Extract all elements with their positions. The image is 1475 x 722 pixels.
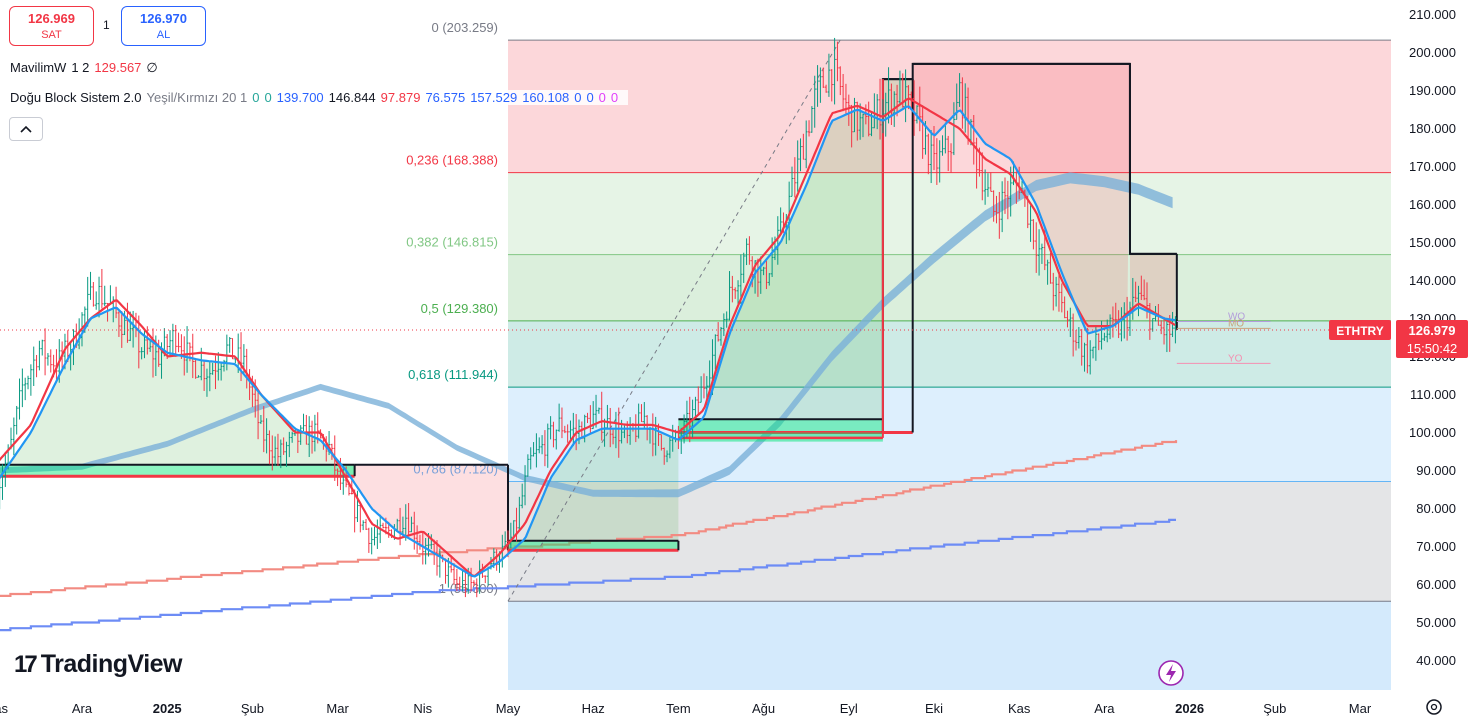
indicator-value-2: 139.700 [276,90,324,105]
indicator-value-7: 160.108 [522,90,570,105]
indicator-name: Doğu Block Sistem 2.0 [10,90,142,105]
block-fill-6 [1129,253,1177,320]
step-channel-1 [0,518,1176,632]
fib-level-label: 0 (203.259) [432,20,499,35]
chevron-up-icon [20,125,32,133]
indicator-value-1: 0 [264,90,272,105]
indicator-value-3: 146.844 [328,90,376,105]
marker-mo: MO [1228,318,1244,329]
block-band-2 [508,540,679,551]
indicator-value-4: 97.879 [380,90,421,105]
symbol-tag [1329,319,1391,340]
x-tick-label: Eki [925,701,943,716]
indicator-value-0: 0 [252,90,260,105]
y-tick-label: 170.000 [1409,159,1456,174]
x-tick-label: Tem [666,701,691,716]
block-fill-1 [354,464,508,577]
indicator-value-8: 0 [574,90,582,105]
indicator-value-9: 0 [586,90,594,105]
buy-button[interactable]: 126.970 AL [121,6,206,46]
x-tick-label: Mar [326,701,349,716]
sell-button[interactable]: 126.969 SAT [9,6,94,46]
indicator-value-10: 0 [598,90,606,105]
block-fill-5 [912,63,1130,333]
y-tick-label: 100.000 [1409,425,1456,440]
sell-label: SAT [41,29,62,41]
x-tick-label: Ara [72,701,93,716]
fib-level-label: 0,382 (146.815) [406,235,498,250]
x-tick-label: Nis [413,701,432,716]
fib-zone-0 [508,40,1391,173]
step-channel-0 [0,440,1178,597]
y-tick-label: 40.000 [1416,653,1456,668]
last-price-label: 126.979 [1409,323,1456,338]
y-tick-label: 200.000 [1409,45,1456,60]
fib-zone-3 [508,320,1391,388]
time-axis[interactable]: Kas Ara 2025 Şub Mar Nis May Haz Tem Ağu Eyl Eki Kas… [0,690,1475,722]
x-tick-label: Eyl [840,701,858,716]
indicator-params: 1 2 [71,60,90,75]
mavilimw-line [0,105,1176,578]
legend-mavilimw[interactable]: MavilimW 1 2 129.567 ∅ [10,60,163,76]
y-tick-label: 110.000 [1410,387,1456,402]
x-tick-label: Kas [1008,701,1031,716]
y-tick-label: 90.000 [1416,463,1456,478]
block-fill-0 [0,307,355,484]
y-tick-label: 180.000 [1409,121,1456,136]
lightning-icon[interactable] [1158,660,1184,686]
fib-level-label: 0,5 (129.380) [421,301,498,316]
y-tick-label: 70.000 [1416,539,1456,554]
x-tick-label: Şub [241,701,264,716]
legend-dogu-block[interactable]: Doğu Block Sistem 2.0 Yeşil/Kırmızı 20 1 0… [10,90,629,105]
y-tick-label: 60.000 [1416,577,1456,592]
countdown-label: 15:50:42 [1407,341,1458,356]
y-tick-label: 160.000 [1409,197,1456,212]
y-tick-label: 80.000 [1416,501,1456,516]
indicator-params: Yeşil/Kırmızı 20 1 [146,90,248,105]
indicator-value-5: 76.575 [425,90,466,105]
last-price-tag [1396,319,1468,358]
x-tick-label: Haz [582,701,605,716]
x-tick-label: Ağu [752,701,775,716]
plot-area[interactable]: 0 (203.259) 0,236 (168.388) 0,382 (146.815… [0,20,1391,690]
indicator-value: 129.567 [94,60,142,75]
indicator-name: MavilimW [10,60,67,75]
x-tick-label: Kas [0,701,8,716]
x-tick-label: Ara [1094,701,1115,716]
x-tick-label: Şub [1263,701,1286,716]
indicator-value-6: 157.529 [470,90,518,105]
marker-yo: YO [1228,353,1243,364]
block-band-3 [678,419,883,433]
indicator-values: 0 0 139.700 146.844 97.879 76.575 157.529 160.1… [252,90,623,105]
block-band-0 [0,464,355,477]
sell-price: 126.969 [28,11,75,26]
indicator-value-11: 0 [610,90,619,105]
fib-level-label: 0,236 (168.388) [406,153,498,168]
y-tick-label: 140.000 [1409,273,1456,288]
tradingview-logo: 17 TradingView [14,650,183,678]
y-tick-label: 210.000 [1409,7,1456,22]
buy-label: AL [156,29,171,41]
gear-icon[interactable] [1426,699,1442,715]
collapse-legend-button[interactable] [9,117,43,141]
indicator-extra: ∅ [146,60,158,75]
marker-wo: WO [1228,312,1245,323]
symbol-tag-label: ETHTRY [1336,324,1384,338]
x-tick-label: 2026 [1175,701,1204,716]
y-tick-label: 190.000 [1409,83,1456,98]
y-tick-label: 150.000 [1409,235,1456,250]
fib-level-label: 0,618 (111.944) [408,367,498,382]
y-tick-label: 50.000 [1416,615,1456,630]
fib-zone-4 [508,387,1391,482]
fib-zone-extension [508,601,1391,690]
spread-value: 1 [103,18,110,32]
fib-zone-2 [508,254,1391,321]
x-tick-label: 2025 [153,701,182,716]
buy-price: 126.970 [140,11,187,26]
x-tick-label: Mar [1349,701,1372,716]
x-tick-label: May [496,701,521,716]
signal-line [0,97,1176,578]
